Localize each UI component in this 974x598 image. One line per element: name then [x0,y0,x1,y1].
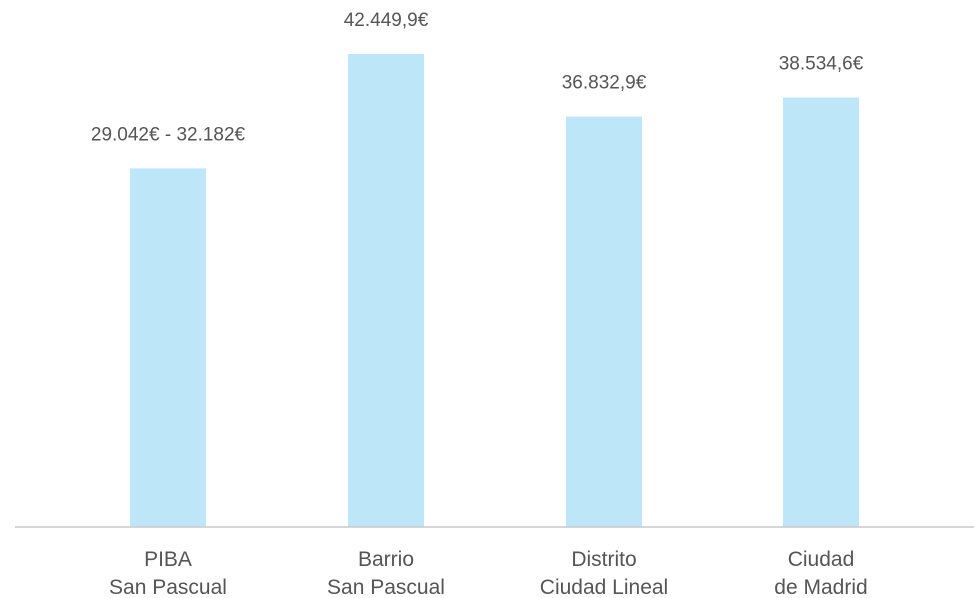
data-label-1: 29.042€ - 32.182€ [91,124,246,145]
category-label-4-line-1: Ciudad [788,548,855,571]
category-label-2-line-1: Barrio [358,548,414,571]
bar-3 [566,116,642,528]
category-label-1-line-1: PIBA [144,548,192,571]
category-label-2-line-2: San Pascual [327,576,445,598]
bar-2 [348,54,424,527]
bars-group [130,54,859,528]
category-labels-group: PIBA San Pascual Barrio San Pascual Distrito… [109,548,868,598]
category-label-3-line-2: Ciudad Lineal [540,576,668,598]
category-label-4-line-2: de Madrid [774,576,867,598]
category-label-1-line-2: San Pascual [109,576,227,598]
bar-1 [130,168,206,527]
data-label-4: 38.534,6€ [779,54,864,75]
bar-4 [783,97,859,528]
data-label-2: 42.449,9€ [344,10,429,31]
data-label-3: 36.832,9€ [562,73,647,94]
category-label-3-line-1: Distrito [571,548,636,571]
data-labels-group: 29.042€ - 32.182€ 42.449,9€ 36.832,9€ 38.53… [91,10,864,145]
